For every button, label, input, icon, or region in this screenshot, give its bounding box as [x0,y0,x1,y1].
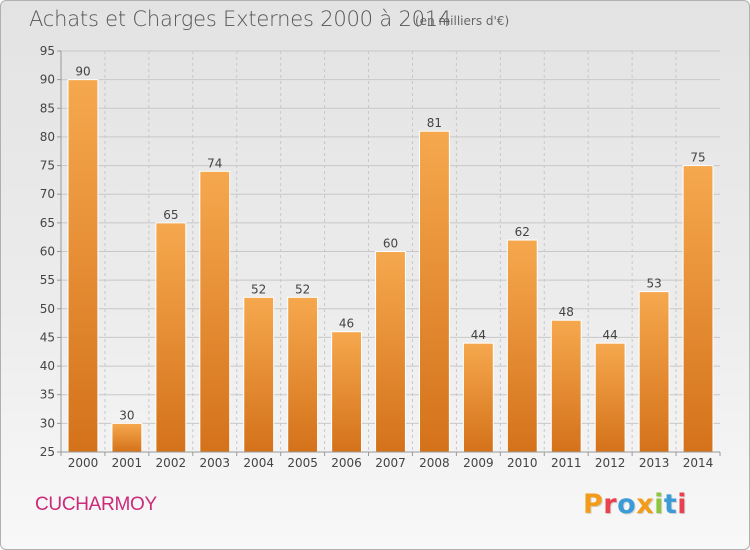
bar-2002 [155,222,187,453]
x-tick-label: 2007 [375,456,406,470]
y-tick-label: 95 [40,44,55,58]
chart-title: Achats et Charges Externes 2000 à 2014 [29,7,452,31]
bar-2009 [462,342,494,453]
y-tick-label: 35 [40,388,55,402]
y-tick-label: 55 [40,273,55,287]
logo-letter: i [677,489,688,520]
x-tick-label: 2003 [199,456,230,470]
bar-2006 [331,331,363,453]
logo-letter: x [636,489,655,520]
bar-2012 [594,342,626,453]
y-tick-label: 70 [40,187,55,201]
data-label: 52 [295,282,310,296]
logo-letter: r [603,489,618,520]
axes [57,50,721,456]
data-label: 81 [427,116,442,130]
logo-letter: P [583,489,604,520]
y-tick-label: 40 [40,359,55,373]
bar-2005 [287,296,319,453]
bar-2008 [418,130,450,453]
bar-2013 [638,291,670,453]
data-label: 62 [515,225,530,239]
x-tick-label: 2012 [595,456,626,470]
y-tick-label: 60 [40,245,55,259]
y-tick-label: 25 [40,445,55,459]
place-name: CUCHARMOY [35,494,157,515]
y-tick-label: 80 [40,130,55,144]
data-label: 60 [383,237,398,251]
data-label: 65 [163,208,178,222]
data-label: 52 [251,282,266,296]
bar-2000 [67,79,99,453]
x-tick-label: 2000 [68,456,99,470]
x-tick-label: 2008 [419,456,450,470]
data-label: 90 [75,65,90,79]
logo-letter: o [617,489,637,520]
y-tick-label: 75 [40,159,55,173]
bar-2007 [375,251,406,453]
x-tick-label: 2001 [112,456,143,470]
x-tick-label: 2009 [463,456,494,470]
data-label: 53 [646,277,661,291]
data-label: 46 [339,317,354,331]
y-tick-label: 65 [40,216,55,230]
proxiti-logo: Proxiti [583,489,687,520]
logo-letter: i [654,489,664,520]
x-tick-label: 2010 [507,456,538,470]
x-tick-label: 2002 [156,456,187,470]
x-tick-label: 2004 [243,456,274,470]
bar-2014 [682,165,714,453]
y-tick-label: 30 [40,416,55,430]
data-label: 44 [603,328,618,342]
y-tick-label: 90 [40,73,55,87]
bar-2010 [506,239,538,453]
x-tick-label: 2013 [639,456,670,470]
bar-2003 [199,170,231,453]
data-label: 75 [690,151,705,165]
x-tick-label: 2011 [551,456,582,470]
logo-letter: t [663,489,678,520]
bars [67,79,714,453]
x-tick-label: 2014 [683,456,714,470]
data-label: 44 [471,328,486,342]
y-tick-label: 50 [40,302,55,316]
x-tick-label: 2006 [331,456,362,470]
y-tick-label: 45 [40,330,55,344]
data-label: 74 [207,156,222,170]
chart-subtitle: (en milliers d'€) [415,14,510,28]
data-label: 48 [559,305,574,319]
y-tick-label: 85 [40,101,55,115]
bar-2011 [550,319,582,453]
x-tick-label: 2005 [287,456,318,470]
labels: 25 30 35 40 45 50 55 60 65 70 75 80 85 90 95 90 2000 30 20… [40,44,714,470]
data-label: 30 [119,408,134,422]
bar-2004 [243,296,275,453]
bar-2001 [111,422,143,453]
